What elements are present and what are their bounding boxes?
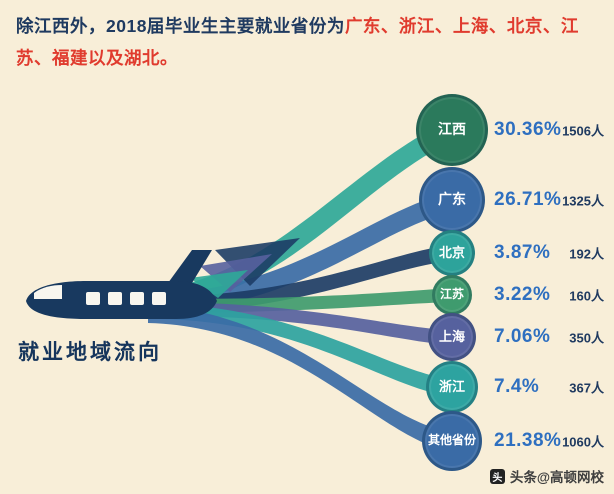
- province-row: 北京 3.87% 192人: [404, 230, 606, 276]
- plane-window: [86, 292, 100, 305]
- province-name: 其他省份: [427, 433, 476, 448]
- province-name: 浙江: [438, 378, 465, 394]
- stream-other: [148, 305, 450, 452]
- province-name: 广东: [438, 191, 466, 208]
- province-bubble[interactable]: 北京: [429, 230, 475, 276]
- province-name: 江西: [438, 121, 466, 138]
- province-rows: 江西 30.36% 1506人 广东 26.71% 1325人 北京 3.87%…: [404, 0, 606, 494]
- province-count: 1506人: [562, 123, 604, 139]
- province-bubble[interactable]: 浙江: [426, 361, 478, 413]
- province-percent: 30.36%: [494, 119, 562, 140]
- province-row: 广东 26.71% 1325人: [404, 167, 606, 233]
- province-percent: 3.87%: [494, 242, 551, 263]
- province-count: 192人: [569, 246, 604, 262]
- province-row: 江西 30.36% 1506人: [404, 94, 606, 166]
- province-bubble[interactable]: 其他省份: [422, 411, 482, 471]
- province-percent: 7.06%: [494, 326, 551, 347]
- plane-window: [130, 292, 144, 305]
- province-name: 上海: [438, 328, 465, 344]
- cockpit-window: [34, 285, 62, 299]
- province-percent: 3.22%: [494, 284, 551, 305]
- province-row: 上海 7.06% 350人: [404, 313, 606, 361]
- province-bubble[interactable]: 江苏: [432, 275, 472, 315]
- province-percent: 21.38%: [494, 430, 562, 451]
- province-bubble[interactable]: 江西: [416, 94, 488, 166]
- province-row: 江苏 3.22% 160人: [404, 275, 606, 315]
- page-title: 除江西外，2018届毕业生主要就业省份为广东、浙江、上海、北京、江苏、福建以及湖…: [16, 10, 604, 75]
- province-percent: 26.71%: [494, 189, 562, 210]
- province-count: 1325人: [562, 193, 604, 209]
- flow-direction-label: 就业地域流向: [18, 341, 162, 364]
- province-name: 北京: [438, 244, 465, 260]
- province-count: 367人: [569, 380, 604, 396]
- title-segment: 广东、浙江、上海、北京、江苏、福建以及湖北。: [16, 16, 579, 69]
- province-row: 浙江 7.4% 367人: [404, 361, 606, 413]
- airplane-icon: [26, 250, 217, 319]
- chevron-accent-teal: [190, 270, 248, 298]
- watermark-text: 头条@高顿网校: [509, 470, 604, 485]
- province-name: 江苏: [439, 287, 464, 302]
- province-count: 1060人: [562, 434, 604, 450]
- stream-beijing: [158, 245, 450, 313]
- province-percent: 7.4%: [494, 376, 540, 397]
- plane-window: [108, 292, 122, 305]
- province-bubble[interactable]: 上海: [428, 313, 476, 361]
- province-count: 350人: [569, 330, 604, 346]
- province-bubble[interactable]: 广东: [419, 167, 485, 233]
- province-row: 其他省份 21.38% 1060人: [404, 411, 606, 471]
- title-segment: 除江西外，2018届毕业生主要就业省份为: [16, 16, 345, 36]
- province-count: 160人: [569, 288, 604, 304]
- plane-window: [152, 292, 166, 305]
- toutiao-icon: 头: [489, 468, 505, 484]
- watermark: 头 头条@高顿网校: [489, 466, 604, 486]
